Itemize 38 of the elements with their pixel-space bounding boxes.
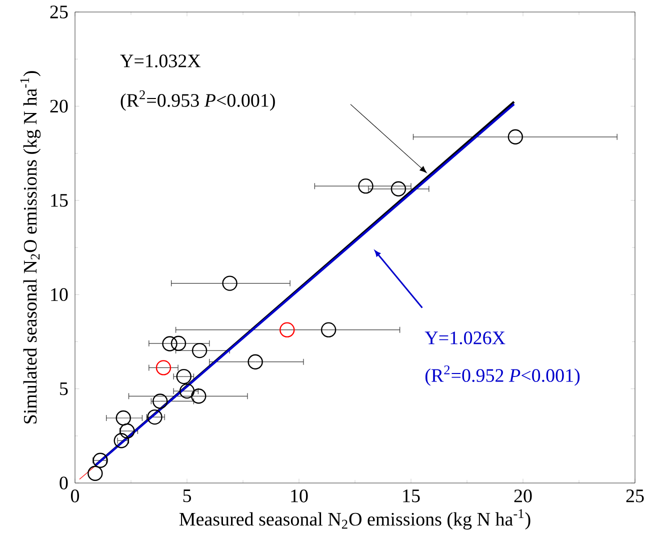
x-axis-title: Measured seasonal N$_{2}$O emissions (kg N ha$^{-1}$)	[179, 509, 530, 530]
point	[191, 388, 206, 404]
point	[320, 322, 336, 338]
y-tick-label: 20	[50, 100, 68, 113]
x-tick-label: 0	[70, 490, 80, 502]
point	[248, 354, 263, 370]
x-tick-label: 25	[626, 490, 644, 502]
point	[176, 368, 192, 384]
x-tick-label: 10	[291, 490, 308, 502]
annotation: Y=1.026X	[424, 331, 506, 344]
x-tick-label: 20	[514, 490, 532, 502]
point	[92, 452, 108, 468]
point	[162, 336, 178, 352]
point	[179, 383, 195, 399]
point	[156, 360, 172, 376]
point	[508, 129, 523, 145]
y-tick-label: 5	[60, 382, 68, 396]
point	[147, 409, 162, 425]
x-tick-label: 5	[183, 490, 192, 502]
point	[88, 466, 103, 481]
point	[390, 181, 406, 197]
point	[114, 433, 129, 448]
y-tick-label: 10	[51, 288, 68, 302]
y-tick-label: 0	[60, 476, 68, 490]
y-tick-label: 15	[51, 194, 68, 207]
point	[116, 410, 131, 426]
point	[358, 178, 374, 194]
annotation: Y=1.032X	[120, 54, 201, 68]
point	[170, 336, 186, 351]
point	[192, 342, 208, 358]
y-tick-label: 25	[50, 6, 68, 18]
point	[222, 276, 238, 291]
annotation: (R$^{2}$=0.953 P<0.001)	[120, 90, 275, 111]
y-axis-title: Simulated seasonal N$_{2}$O emissions (kg N ha$^{-1}$)	[20, 71, 41, 424]
x-tick-label: 15	[403, 490, 420, 502]
point	[120, 423, 135, 439]
point	[280, 322, 295, 338]
annotation: (R$^{2}$=0.952 P<0.001)	[425, 365, 580, 386]
